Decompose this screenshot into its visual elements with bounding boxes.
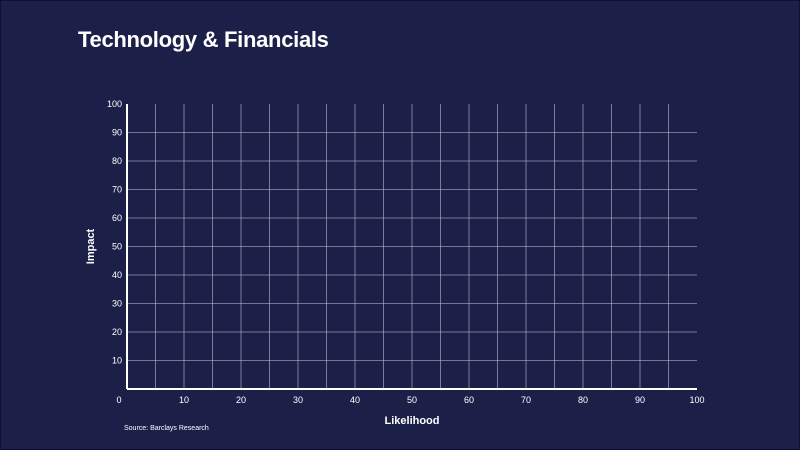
source-note: Source: Barclays Research	[124, 425, 209, 432]
y-tick-label-10: 10	[112, 356, 122, 366]
y-tick-label-70: 70	[112, 185, 122, 195]
y-tick-label-90: 90	[112, 128, 122, 138]
x-tick-label-40: 40	[350, 395, 360, 405]
y-tick-label-60: 60	[112, 213, 122, 223]
x-tick-label-10: 10	[179, 395, 189, 405]
y-axis-label: Impact	[85, 228, 97, 264]
x-tick-label-30: 30	[293, 395, 303, 405]
x-tick-label-80: 80	[578, 395, 588, 405]
y-tick-label-40: 40	[112, 270, 122, 280]
y-tick-label-100: 100	[107, 99, 122, 109]
x-tick-label-100: 100	[689, 395, 704, 405]
x-axis-label: Likelihood	[385, 415, 440, 427]
x-tick-label-60: 60	[464, 395, 474, 405]
y-tick-label-50: 50	[112, 242, 122, 252]
y-tick-label-30: 30	[112, 299, 122, 309]
x-tick-label-50: 50	[407, 395, 417, 405]
axes	[126, 104, 697, 390]
x-tick-label-70: 70	[521, 395, 531, 405]
x-tick-label-20: 20	[236, 395, 246, 405]
y-tick-label-20: 20	[112, 327, 122, 337]
chart-title: Technology & Financials	[78, 27, 329, 52]
x-tick-label-90: 90	[635, 395, 645, 405]
y-tick-label-80: 80	[112, 156, 122, 166]
grid-lines	[127, 104, 697, 389]
x-tick-label-0: 0	[116, 395, 121, 405]
tick-labels: 0 10 20 30 40 50 60 70 80 90 100 10 20 30 40 50 60 70 80 90…	[107, 99, 705, 405]
